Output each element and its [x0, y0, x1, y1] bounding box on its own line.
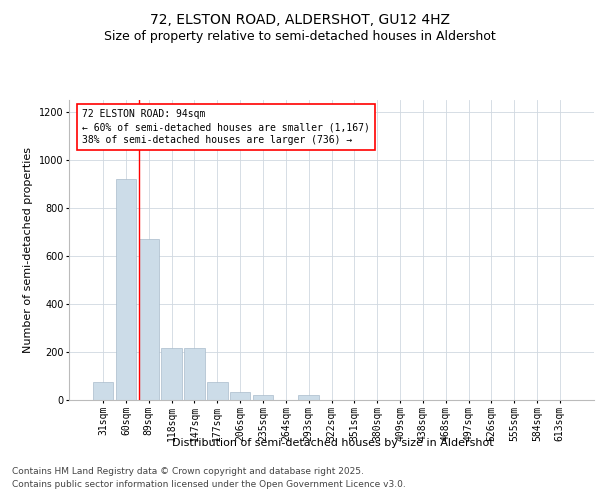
Y-axis label: Number of semi-detached properties: Number of semi-detached properties	[23, 147, 33, 353]
Text: Distribution of semi-detached houses by size in Aldershot: Distribution of semi-detached houses by …	[172, 438, 494, 448]
Bar	[161, 348, 182, 400]
Bar	[184, 348, 205, 400]
Bar	[116, 179, 136, 400]
Text: 72, ELSTON ROAD, ALDERSHOT, GU12 4HZ: 72, ELSTON ROAD, ALDERSHOT, GU12 4HZ	[150, 12, 450, 26]
Text: 72 ELSTON ROAD: 94sqm
← 60% of semi-detached houses are smaller (1,167)
38% of s: 72 ELSTON ROAD: 94sqm ← 60% of semi-deta…	[82, 109, 370, 146]
Bar	[93, 382, 113, 400]
Bar	[230, 392, 250, 400]
Bar	[139, 239, 159, 400]
Text: Contains public sector information licensed under the Open Government Licence v3: Contains public sector information licen…	[12, 480, 406, 489]
Bar	[298, 395, 319, 400]
Text: Contains HM Land Registry data © Crown copyright and database right 2025.: Contains HM Land Registry data © Crown c…	[12, 468, 364, 476]
Text: Size of property relative to semi-detached houses in Aldershot: Size of property relative to semi-detach…	[104, 30, 496, 43]
Bar	[207, 382, 227, 400]
Bar	[253, 395, 273, 400]
